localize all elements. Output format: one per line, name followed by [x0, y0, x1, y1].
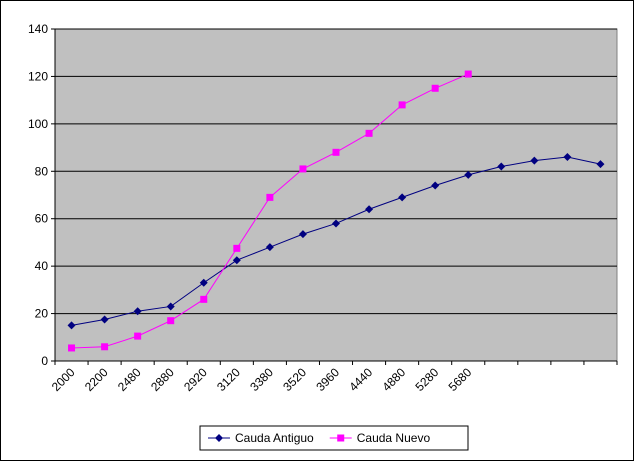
line-marker: [365, 205, 374, 214]
line-marker: [133, 307, 142, 316]
line-marker: [365, 129, 373, 137]
line-marker: [563, 153, 572, 162]
line-marker: [332, 148, 340, 156]
legend-marker: [337, 434, 345, 442]
line-marker: [134, 332, 142, 340]
line-marker: [431, 84, 439, 92]
y-tick-label: 40: [35, 259, 49, 273]
line-marker: [398, 101, 406, 109]
line-marker: [167, 317, 175, 325]
y-tick-label: 60: [35, 212, 49, 226]
line-marker: [200, 295, 208, 303]
plot-area: [54, 28, 618, 362]
y-tick-label: 80: [35, 164, 49, 178]
line-marker: [596, 160, 605, 169]
legend-label: Cauda Antiguo: [235, 431, 314, 445]
legend-label: Cauda Nuevo: [357, 431, 431, 445]
legend-marker: [215, 434, 223, 442]
line-marker: [464, 170, 473, 179]
line-marker: [233, 244, 241, 252]
line-marker: [265, 243, 274, 252]
y-tick-label: 140: [28, 22, 48, 36]
line-marker: [497, 162, 506, 171]
y-tick-label: 0: [41, 354, 48, 368]
line-marker: [464, 70, 472, 78]
y-tick-label: 20: [35, 307, 49, 321]
line-marker: [100, 315, 109, 324]
line-marker: [299, 165, 307, 173]
line-marker: [431, 181, 440, 190]
y-tick-label: 120: [28, 69, 48, 83]
y-tick-label: 100: [28, 117, 48, 131]
line-marker: [166, 302, 175, 311]
line-marker: [298, 230, 307, 239]
line-marker: [232, 256, 241, 265]
line-marker: [530, 156, 539, 165]
line-marker: [332, 219, 340, 228]
line-marker: [199, 278, 208, 287]
line-marker: [68, 344, 76, 352]
line-marker: [398, 193, 407, 202]
line-marker: [67, 321, 76, 330]
line-marker: [266, 193, 274, 201]
line-marker: [101, 343, 109, 351]
